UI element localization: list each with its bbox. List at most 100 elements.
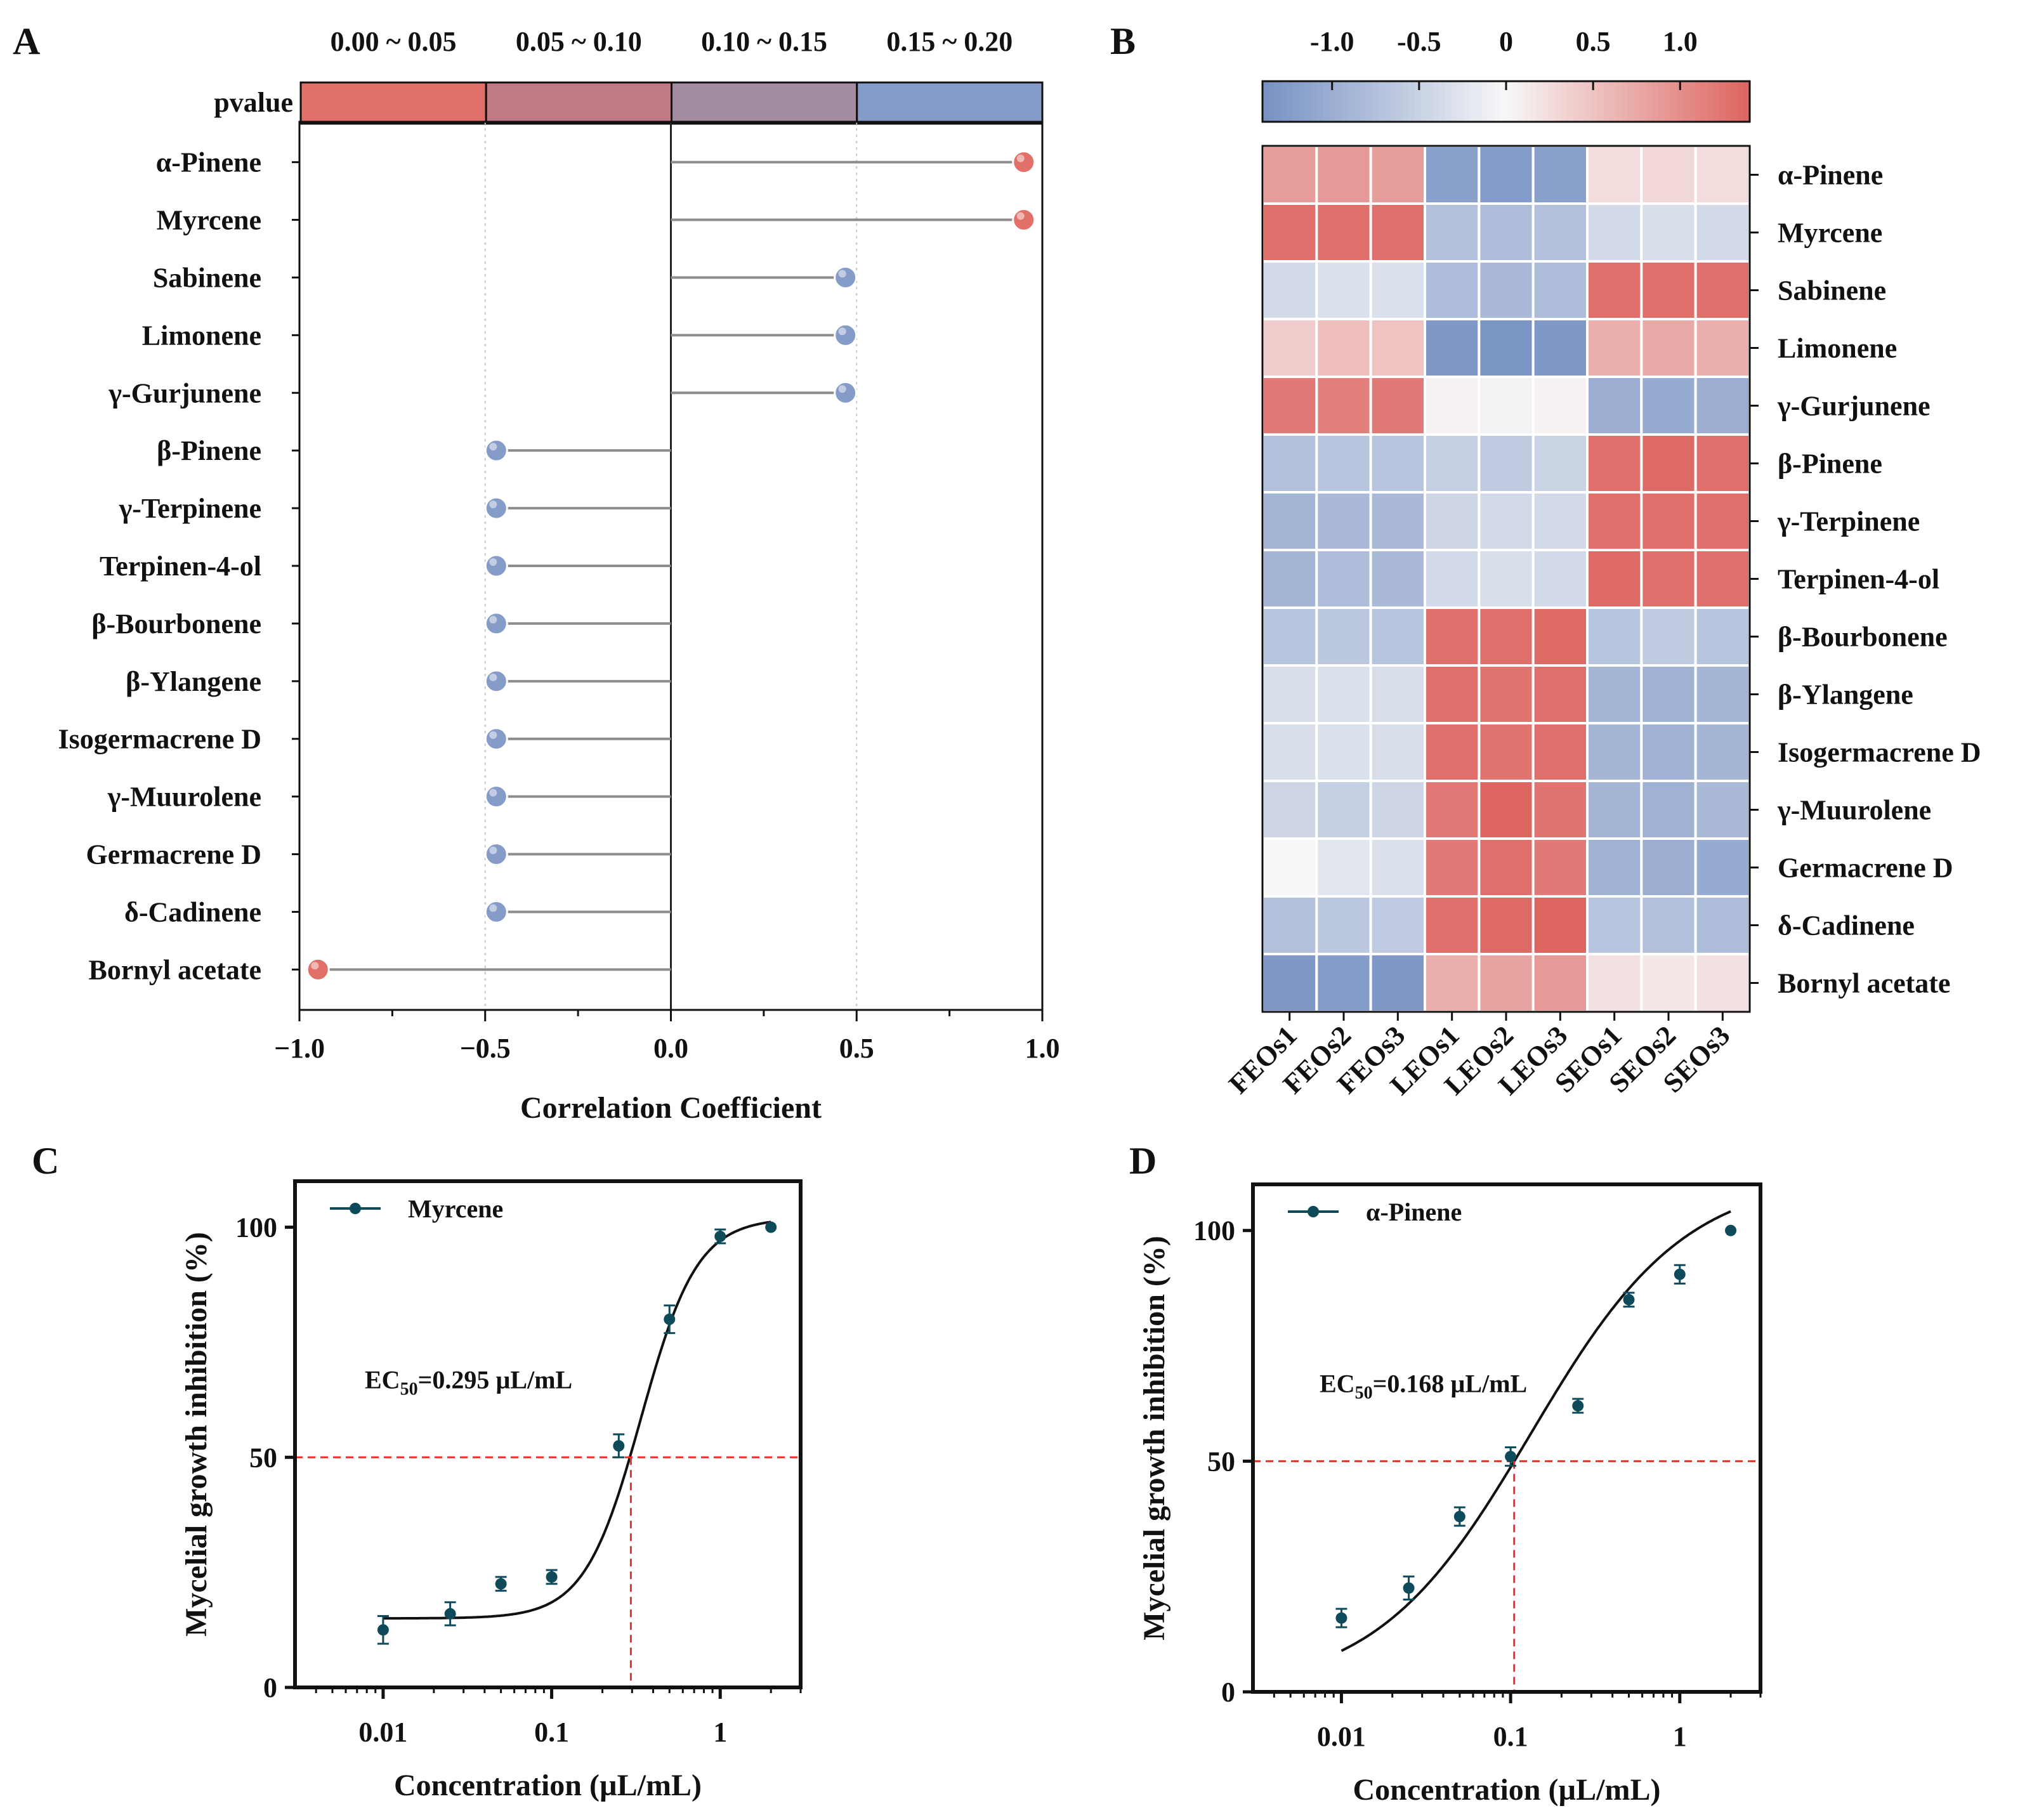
heatmap-cell [1640,606,1697,667]
heatmap-cell [1424,664,1481,724]
data-point [613,1440,625,1452]
heatmap-cell [1694,433,1752,494]
row-label: Isogermacrene D [58,724,261,755]
heatmap-cell [1478,722,1535,782]
lollipop-point-highlight [489,731,497,739]
heatmap-cell [1531,433,1589,494]
colorbar-segment [1646,81,1653,122]
colorbar-segment [1390,81,1398,122]
heatmap-cell [1369,606,1427,667]
x-tick-label: 0.0 [653,1033,688,1064]
colorbar-segment [1530,81,1537,122]
colorbar-segment [1670,81,1677,122]
heatmap-cell [1424,433,1481,494]
heatmap-cell [1640,260,1697,320]
row-label: β-Bourbonene [91,608,261,639]
heatmap-cell [1586,722,1643,782]
colorbar-segment [1573,81,1580,122]
data-point [377,1624,389,1636]
heatmap-cell [1640,491,1697,551]
colorbar-segment [1579,81,1586,122]
heatmap-cell [1261,780,1318,840]
colorbar-segment [1341,81,1349,122]
heatmap-cell [1315,953,1372,1013]
lollipop-point-highlight [1016,154,1025,162]
heatmap-cell [1531,491,1589,551]
heatmap-cell [1531,202,1589,263]
heatmap-row-label: Sabinene [1778,275,1886,306]
colorbar-segment [1433,81,1440,122]
colorbar-segment [1451,81,1459,122]
colorbar-segment [1317,81,1324,122]
heatmap-cell [1315,202,1372,263]
heatmap-cell [1694,491,1752,551]
data-point [495,1578,507,1590]
heatmap-row-label: γ-Muurolene [1777,795,1931,826]
colorbar-segment [1537,81,1544,122]
x-tick-label: −0.5 [460,1033,511,1064]
heatmap-cell [1369,202,1427,263]
heatmap-cell [1586,376,1643,436]
heatmap-cell [1369,145,1427,205]
x-axis-label: Concentration (µL/mL) [1353,1773,1661,1807]
pvalue-legend-bin-label: 0.00 ~ 0.05 [331,26,457,57]
colorbar-segment [1506,81,1513,122]
heatmap-cell [1315,491,1372,551]
colorbar-segment [1372,81,1379,122]
heatmap-row-label: γ-Gurjunene [1777,391,1931,422]
colorbar-tick-label: 0.5 [1576,26,1611,57]
lollipop-point [834,381,858,405]
colorbar-segment [1396,81,1403,122]
heatmap-cell [1586,664,1643,724]
colorbar-segment [1695,81,1702,122]
heatmap-row-label: γ-Terpinene [1777,506,1920,537]
x-tick-label: 0.1 [534,1717,569,1748]
colorbar-segment [1378,81,1385,122]
x-tick-label: 1 [713,1717,727,1748]
lollipop-point [484,900,508,924]
heatmap-cell [1261,837,1318,898]
heatmap-row-label: α-Pinene [1778,160,1883,191]
heatmap-cell [1261,433,1318,494]
colorbar-segment [1280,81,1288,122]
lollipop-point-highlight [489,615,497,624]
panel-d-label: D [1129,1140,1157,1182]
heatmap-cell [1694,606,1752,667]
panel-a-label: A [13,20,40,62]
heatmap-cell [1586,895,1643,955]
heatmap-cell [1478,318,1535,378]
fitted-curve [1341,1210,1731,1653]
heatmap-cell [1315,145,1372,205]
data-point [1505,1451,1517,1463]
panel-a-lollipop-chart: 0.00 ~ 0.05 0.05 ~ 0.10 0.10 ~ 0.15 0.15 ~ … [58,26,1059,1125]
heatmap-row-label: Myrcene [1778,218,1882,249]
heatmap-cell [1261,318,1318,378]
colorbar-segment [1719,81,1726,122]
ec50-annotation: EC50=0.168 µL/mL [1320,1369,1527,1403]
heatmap-cell [1531,145,1589,205]
row-label: β-Ylangene [126,666,261,697]
panel-c-label: C [32,1140,59,1182]
row-label: Terpinen-4-ol [100,551,261,582]
plot-frame [1251,1182,1762,1694]
heatmap-cell [1315,318,1372,378]
colorbar-segment [1384,81,1391,122]
heatmap-cell [1531,606,1589,667]
colorbar-segment [1615,81,1623,122]
pvalue-legend-swatch [671,81,858,125]
colorbar-segment [1500,81,1507,122]
heatmap-cell [1315,606,1372,667]
heatmap-cell [1369,549,1427,609]
y-tick-label: 50 [1207,1446,1235,1477]
panel-c-dose-response-chart: 0 50 100 0.01 0.1 1 Concentration (µL/mL) Mycel… [180,1179,803,1802]
heatmap-cell [1424,145,1481,205]
colorbar-segment [1354,81,1361,122]
row-label: Germacrene D [86,839,261,870]
colorbar-segment [1311,81,1318,122]
colorbar-segment [1634,81,1641,122]
colorbar-segment [1603,81,1611,122]
heatmap-cell [1369,491,1427,551]
pvalue-legend-bin-label: 0.10 ~ 0.15 [701,26,827,57]
colorbar-segment [1262,81,1269,122]
colorbar-segment [1299,81,1306,122]
